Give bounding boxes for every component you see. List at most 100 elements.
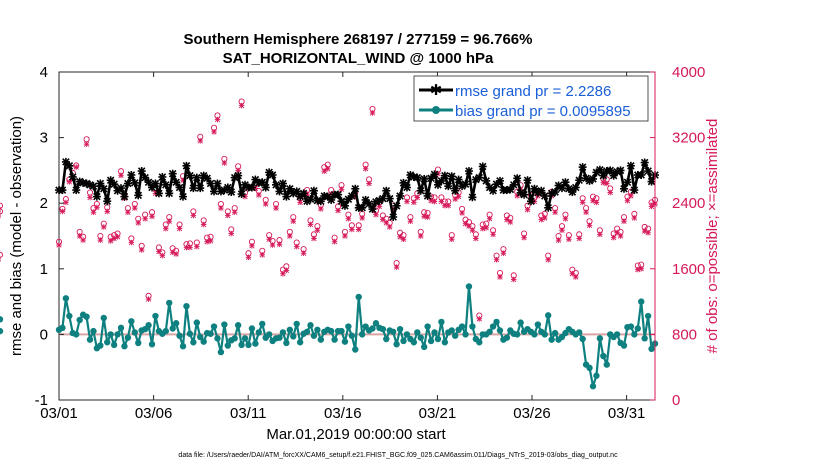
obs-assimilated-point: [507, 219, 514, 225]
bias-point: [303, 328, 311, 335]
bias-point: [307, 322, 314, 329]
bias-point: [600, 352, 607, 360]
bias-point: [489, 323, 497, 330]
bias-point: [231, 335, 238, 342]
bias-point: [634, 325, 641, 332]
bias-point: [110, 341, 118, 349]
obs-assimilated-point: [238, 102, 245, 109]
bias-point: [135, 339, 142, 347]
obs-assimilated-point: [269, 242, 276, 248]
obs-assimilated-point: [80, 237, 86, 243]
obs-assimilated-point: [638, 266, 644, 272]
rmse-point: [461, 180, 470, 189]
rmse-point: [340, 201, 349, 210]
rmse-point: [626, 161, 635, 170]
bias-point: [383, 335, 390, 343]
bias-point: [107, 331, 114, 338]
rmse-point: [227, 188, 236, 197]
rmse-point: [644, 167, 653, 176]
bias-point: [234, 322, 242, 329]
rmse-point: [130, 178, 139, 187]
bias-point: [603, 361, 610, 368]
obs-assimilated-point: [635, 266, 641, 273]
obs-assimilated-point: [586, 222, 593, 229]
bias-point: [596, 335, 604, 342]
obs-assimilated-point: [225, 212, 231, 219]
bias-point: [317, 336, 325, 343]
bias-point: [410, 339, 418, 346]
rmse-point: [285, 184, 294, 193]
bias-point: [104, 339, 111, 346]
obs-assimilated-point: [293, 243, 300, 250]
rmse-point: [389, 212, 398, 221]
obs-assimilated-point: [493, 257, 500, 263]
y-left-tick-label: 4: [40, 64, 48, 81]
x-axis: 03/01 03/06 03/11 03/16 03/21 03/26 03/31: [40, 72, 645, 422]
obs-assimilated-point: [476, 316, 483, 322]
obs-assimilated-point: [335, 207, 341, 214]
bias-point: [179, 343, 187, 350]
obs-assimilated-point: [411, 199, 417, 206]
obs-assimilated-point: [83, 141, 90, 147]
bias-point: [62, 295, 70, 302]
rmse-point: [616, 166, 625, 175]
obs-assimilated-point: [555, 237, 562, 243]
y-axis-right-label: # of obs: o=possible; ×=assimilated: [704, 119, 721, 354]
bias-point: [283, 339, 290, 347]
rmse-point: [475, 173, 484, 182]
obs-assimilated-point: [455, 193, 462, 200]
rmse-point: [175, 183, 184, 192]
rmse-point: [378, 194, 387, 203]
bias-point: [396, 325, 404, 333]
rmse-point: [365, 199, 374, 208]
rmse-point: [382, 186, 391, 195]
obs-assimilated-point: [142, 216, 148, 222]
rmse-point: [575, 176, 584, 185]
rmse-point: [420, 174, 429, 183]
obs-assimilated-point: [194, 243, 200, 250]
rmse-point: [347, 191, 356, 200]
bias-point: [255, 329, 263, 336]
obs-assimilated-point: [338, 186, 345, 193]
rmse-point: [523, 176, 532, 185]
obs-assimilated-point: [604, 180, 610, 187]
rmse-point: [451, 186, 460, 195]
rmse-point: [447, 172, 456, 181]
x-tick-label: 03/11: [230, 405, 266, 422]
obs-assimilated-point: [486, 216, 493, 222]
bias-point: [131, 329, 138, 336]
rmse-point: [368, 205, 377, 214]
obs-assimilated-point: [107, 238, 114, 244]
y-left-tick-label: 0: [40, 326, 48, 343]
bias-point: [83, 313, 90, 320]
obs-assimilated-point: [559, 227, 565, 234]
bias-point: [641, 335, 648, 342]
bias-point: [427, 337, 435, 345]
bias-point: [145, 322, 152, 329]
rmse-point: [464, 167, 473, 176]
obs-assimilated-point: [197, 138, 204, 144]
rmse-point: [520, 190, 529, 199]
bias-point: [548, 336, 555, 343]
obs-assimilated-point: [324, 166, 331, 172]
bias-point: [221, 321, 228, 328]
rmse-point: [544, 203, 553, 212]
bias-point: [286, 326, 294, 334]
rmse-point: [568, 188, 577, 197]
bias-point: [190, 339, 197, 346]
rmse-point: [161, 180, 170, 189]
rmse-point: [120, 192, 129, 201]
rmse-point: [110, 180, 119, 189]
bias-point: [465, 283, 473, 290]
rmse-point: [141, 173, 150, 182]
obs-assimilated-point: [114, 234, 121, 240]
rmse-point: [637, 170, 646, 179]
obs-assimilated-point: [228, 230, 235, 237]
obs-assimilated-point: [573, 274, 579, 280]
obs-assimilated-point: [221, 160, 228, 166]
obs-assimilated-point: [431, 198, 438, 205]
rmse-point: [513, 174, 522, 183]
rmse-point: [206, 179, 215, 188]
obs-assimilated-point: [562, 216, 569, 222]
obs-assimilated-point: [521, 234, 527, 241]
